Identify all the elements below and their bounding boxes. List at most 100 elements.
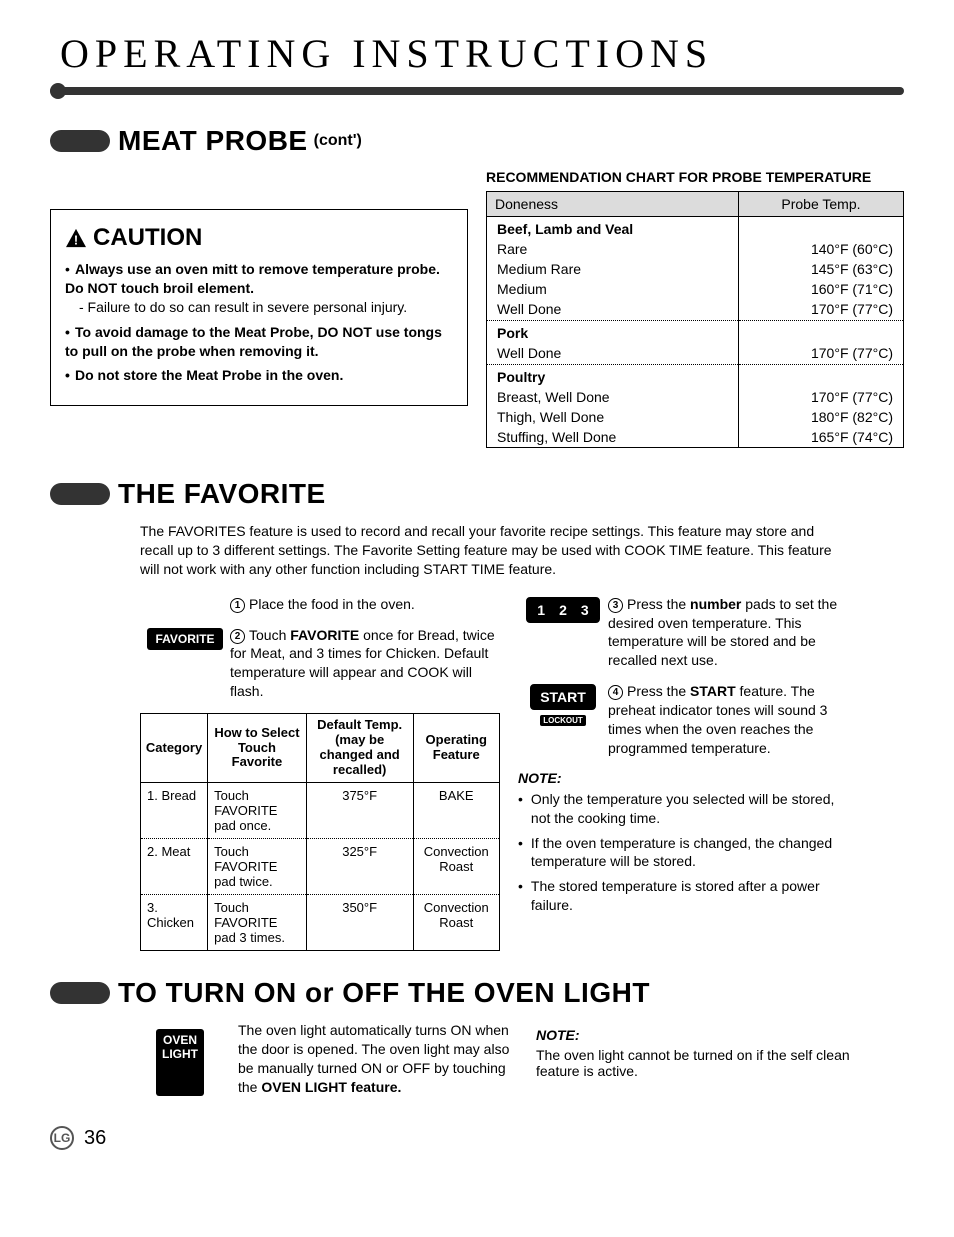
caution-item: •Do not store the Meat Probe in the oven… [65,366,453,385]
meat-probe-title: MEAT PROBE [118,125,308,157]
title-rule [50,87,904,95]
fav-op: Convection Roast [413,894,500,950]
step-number-icon: 1 [230,598,245,613]
fav-default: 375°F [306,782,413,838]
caution-item: •To avoid damage to the Meat Probe, DO N… [65,323,453,361]
warning-triangle-icon: ! [65,228,87,248]
fav-cat: 3. Chicken [141,894,208,950]
caution-sub: - Failure to do so can result in severe … [65,298,453,317]
probe-chart-column: RECOMMENDATION CHART FOR PROBE TEMPERATU… [486,169,904,448]
probe-temp: 140°F (60°C) [738,239,903,259]
heading-pill-icon [50,130,110,152]
fav-op: BAKE [413,782,500,838]
favorite-table: Category How to Select Touch Favorite De… [140,713,500,951]
probe-category: Beef, Lamb and Veal [487,217,739,240]
num-pad-1[interactable]: 1 [533,602,549,618]
step-4: START LOCKOUT 4Press the START feature. … [518,682,854,758]
fav-default: 350°F [306,894,413,950]
section-ovenlight-heading: TO TURN ON or OFF THE OVEN LIGHT [50,977,904,1009]
page-title: OPERATING INSTRUCTIONS [60,30,904,77]
fav-how: Touch FAVORITE pad once. [208,782,307,838]
num-pad-2[interactable]: 2 [555,602,571,618]
probe-chart-title: RECOMMENDATION CHART FOR PROBE TEMPERATU… [486,169,904,185]
fav-how: Touch FAVORITE pad twice. [208,838,307,894]
caution-title: CAUTION [93,224,202,252]
page-footer: LG 36 [50,1126,904,1150]
probe-col-doneness: Doneness [487,192,739,217]
ovenlight-text: The oven light automatically turns ON wh… [238,1021,518,1097]
caution-list: •Always use an oven mitt to remove tempe… [65,260,453,385]
meat-probe-content: ! CAUTION •Always use an oven mitt to re… [50,169,904,448]
probe-doneness: Medium Rare [487,259,739,279]
probe-temp: 170°F (77°C) [738,299,903,321]
favorite-note-item: Only the temperature you selected will b… [518,790,854,828]
favorite-button[interactable]: FAVORITE [147,628,222,650]
fav-col-op: Operating Feature [413,714,500,783]
section-meat-probe-heading: MEAT PROBE (cont') [50,125,904,157]
step-2-text: 2Touch FAVORITE once for Bread, twice fo… [230,626,500,702]
ovenlight-note-label: NOTE: [536,1027,854,1043]
caution-column: ! CAUTION •Always use an oven mitt to re… [50,169,468,448]
favorite-intro: The FAVORITES feature is used to record … [140,522,834,579]
probe-temp: 160°F (71°C) [738,279,903,299]
favorite-note-item: The stored temperature is stored after a… [518,877,854,915]
lockout-label: LOCKOUT [540,715,586,726]
heading-pill-icon [50,982,110,1004]
probe-category: Poultry [487,365,739,388]
step-4-text: 4Press the START feature. The preheat in… [608,682,854,758]
caution-box: ! CAUTION •Always use an oven mitt to re… [50,209,468,406]
probe-doneness: Well Done [487,343,739,365]
probe-temp: 165°F (74°C) [738,427,903,448]
ovenlight-note-text: The oven light cannot be turned on if th… [536,1047,854,1079]
probe-col-temp: Probe Temp. [738,192,903,217]
probe-doneness: Stuffing, Well Done [487,427,739,448]
num-pad-3[interactable]: 3 [577,602,593,618]
favorite-right-col: 1 2 3 3Press the number pads to set the … [518,595,854,951]
probe-doneness: Well Done [487,299,739,321]
probe-temp: 170°F (77°C) [738,343,903,365]
start-button-wrap: START LOCKOUT [530,684,596,726]
step-1: 1 Place the food in the oven. [140,595,500,614]
fav-op: Convection Roast [413,838,500,894]
probe-doneness: Thigh, Well Done [487,407,739,427]
section-favorite-heading: THE FAVORITE [50,478,904,510]
probe-doneness: Breast, Well Done [487,387,739,407]
favorite-note-label: NOTE: [518,770,854,786]
favorite-left-col: 1Place the food in the oven. FAVORITE 2T… [140,595,500,951]
probe-temp: 180°F (82°C) [738,407,903,427]
step-3-text: 3Press the number pads to set the desire… [608,595,854,671]
ovenlight-title: TO TURN ON or OFF THE OVEN LIGHT [118,977,650,1009]
start-button[interactable]: START [530,684,596,710]
page-number: 36 [84,1127,106,1150]
step-number-icon: 3 [608,598,623,613]
fav-cat: 1. Bread [141,782,208,838]
ovenlight-grid: OVENLIGHT The oven light automatically t… [140,1021,854,1097]
probe-temp: 145°F (63°C) [738,259,903,279]
ovenlight-note-col: NOTE: The oven light cannot be turned on… [536,1021,854,1097]
caution-item: •Always use an oven mitt to remove tempe… [65,260,453,317]
fav-col-category: Category [141,714,208,783]
number-pads[interactable]: 1 2 3 [526,597,599,623]
meat-probe-cont: (cont') [314,132,362,150]
oven-light-button[interactable]: OVENLIGHT [156,1029,204,1097]
fav-default: 325°F [306,838,413,894]
step-1-text: Place the food in the oven. [249,596,415,612]
fav-col-how: How to Select Touch Favorite [208,714,307,783]
probe-category: Pork [487,321,739,344]
favorite-note-item: If the oven temperature is changed, the … [518,834,854,872]
favorite-title: THE FAVORITE [118,478,326,510]
probe-doneness: Rare [487,239,739,259]
svg-text:!: ! [74,232,78,247]
fav-how: Touch FAVORITE pad 3 times. [208,894,307,950]
ovenlight-button-col: OVENLIGHT [140,1021,220,1097]
favorite-grid: 1Place the food in the oven. FAVORITE 2T… [140,595,854,951]
probe-temp-table: Doneness Probe Temp. Beef, Lamb and Veal… [486,191,904,448]
probe-temp: 170°F (77°C) [738,387,903,407]
step-number-icon: 2 [230,629,245,644]
step-number-icon: 4 [608,685,623,700]
caution-heading: ! CAUTION [65,224,453,252]
lg-logo-icon: LG [50,1126,74,1150]
probe-doneness: Medium [487,279,739,299]
step-3: 1 2 3 3Press the number pads to set the … [518,595,854,671]
favorite-notes: Only the temperature you selected will b… [518,790,854,915]
